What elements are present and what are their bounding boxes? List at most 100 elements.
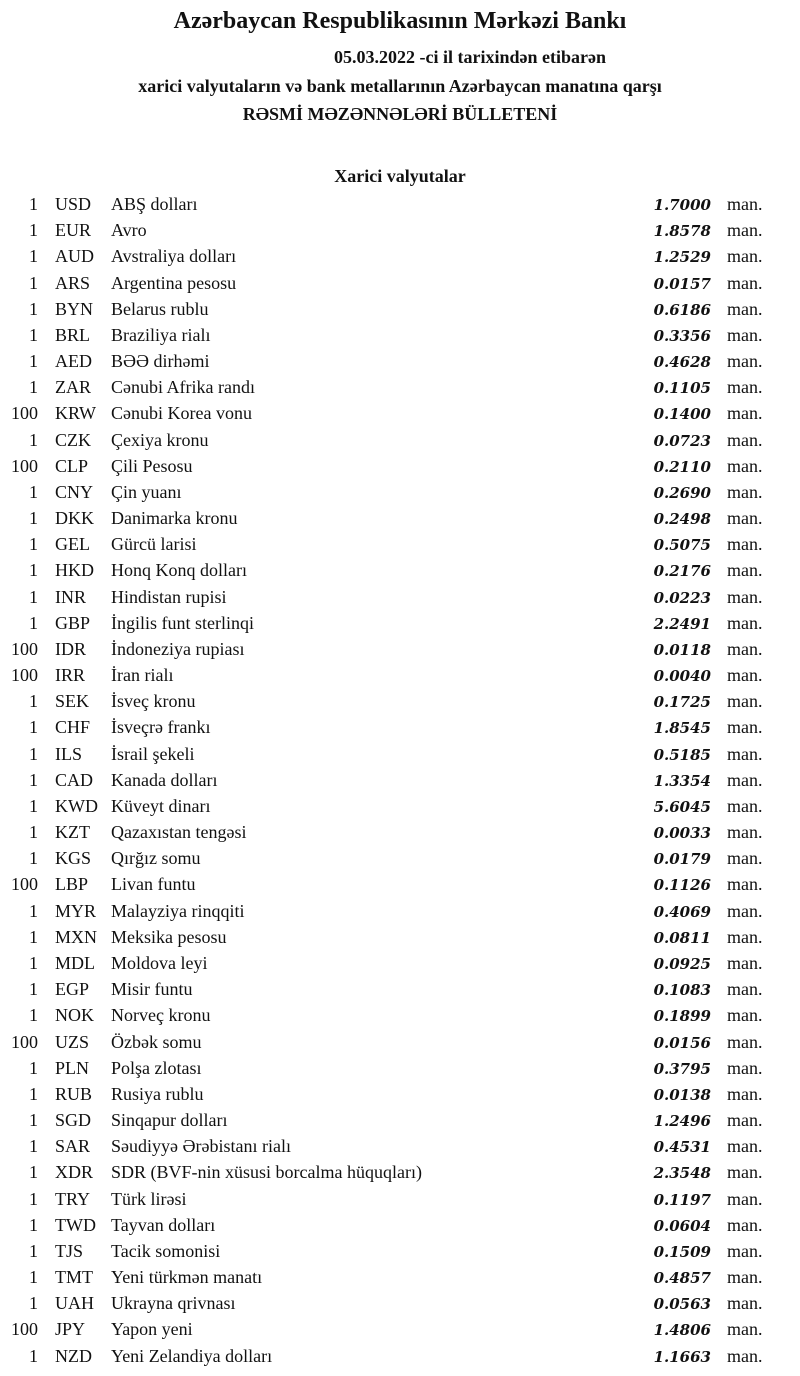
currency-name: Yapon yeni xyxy=(111,1319,193,1340)
section-title: Xarici valyutalar xyxy=(334,166,466,186)
rate-value: 0.0811 xyxy=(653,928,711,947)
rates-table: 1 USD ABŞ dolları 1.7000 man. 1 EUR Avro 1.8578 m… xyxy=(0,193,800,1371)
currency-code: HKD xyxy=(55,560,94,581)
quantity: 1 xyxy=(29,351,38,372)
rate-value: 0.4069 xyxy=(653,902,711,921)
currency-name: ABŞ dolları xyxy=(111,194,198,214)
quantity: 1 xyxy=(29,298,38,319)
currency-name: İsrail şekeli xyxy=(111,743,195,764)
currency-code: KZT xyxy=(55,822,90,843)
rate-row: 1 USD ABŞ dolları 1.7000 man. xyxy=(0,193,800,219)
rate-row: 1 AUD Avstraliya dolları 1.2529 man. xyxy=(0,245,800,271)
currency-name: İran rialı xyxy=(111,665,174,686)
rate-row: 1 SAR Səudiyyə Ərəbistanı rialı 0.4531 man. xyxy=(0,1135,800,1161)
quantity: 1 xyxy=(29,1345,38,1366)
rate-row: 1 NOK Norveç kronu 0.1899 man. xyxy=(0,1004,800,1030)
currency-name: Misir funtu xyxy=(111,979,193,1000)
unit-label: man. xyxy=(727,403,763,424)
currency-code: INR xyxy=(55,586,86,607)
quantity: 1 xyxy=(29,900,38,921)
unit-label: man. xyxy=(727,691,763,712)
rate-value: 0.2110 xyxy=(653,457,711,476)
currency-code: BRL xyxy=(55,324,91,345)
quantity: 1 xyxy=(29,1110,38,1131)
currency-name: Avro xyxy=(111,220,147,241)
rate-value: 0.0118 xyxy=(653,640,711,659)
unit-label: man. xyxy=(727,795,763,816)
currency-name: Meksika pesosu xyxy=(111,926,227,947)
quantity: 1 xyxy=(29,848,38,869)
currency-code: MYR xyxy=(55,900,97,921)
rate-value: 0.2690 xyxy=(653,483,711,502)
rate-row: 100 CLP Çili Pesosu 0.2110 man. xyxy=(0,455,800,481)
unit-label: man. xyxy=(727,508,763,529)
rate-row: 1 INR Hindistan rupisi 0.0223 man. xyxy=(0,586,800,612)
unit-label: man. xyxy=(727,1345,763,1366)
rate-row: 1 HKD Honq Konq dolları 0.2176 man. xyxy=(0,559,800,585)
quantity: 1 xyxy=(29,1005,38,1026)
rate-value: 0.1400 xyxy=(653,405,711,424)
currency-code: BYN xyxy=(55,298,94,319)
rate-row: 1 AED BƏƏ dirhəmi 0.4628 man. xyxy=(0,350,800,376)
unit-label: man. xyxy=(727,324,763,345)
currency-name: Qazaxıstan tengəsi xyxy=(111,822,247,843)
unit-label: man. xyxy=(727,481,763,502)
quantity: 1 xyxy=(29,717,38,738)
currency-name: İsveçrə frankı xyxy=(111,717,211,738)
rate-value: 0.4531 xyxy=(653,1138,711,1157)
quantity: 100 xyxy=(11,1319,38,1340)
unit-label: man. xyxy=(727,351,763,372)
rate-value: 0.1083 xyxy=(653,981,711,1000)
currency-code: ARS xyxy=(55,272,91,293)
rate-value: 1.1663 xyxy=(653,1347,711,1366)
currency-name: İsveç kronu xyxy=(111,691,196,712)
rate-value: 1.2496 xyxy=(653,1112,711,1131)
currency-code: SGD xyxy=(55,1110,92,1131)
unit-label: man. xyxy=(727,638,763,659)
currency-code: XDR xyxy=(55,1162,94,1183)
currency-code: PLN xyxy=(55,1057,90,1078)
rate-row: 1 CZK Çexiya kronu 0.0723 man. xyxy=(0,429,800,455)
rate-row: 1 CNY Çin yuanı 0.2690 man. xyxy=(0,481,800,507)
currency-name: Moldova leyi xyxy=(111,952,208,973)
rate-row: 1 EGP Misir funtu 0.1083 man. xyxy=(0,978,800,1004)
currency-code: CAD xyxy=(55,769,94,790)
currency-code: USD xyxy=(55,194,92,214)
rate-row: 1 MXN Meksika pesosu 0.0811 man. xyxy=(0,926,800,952)
currency-code: UAH xyxy=(55,1293,94,1314)
rate-value: 0.4857 xyxy=(653,1269,711,1288)
quantity: 100 xyxy=(11,1031,38,1052)
unit-label: man. xyxy=(727,534,763,555)
unit-label: man. xyxy=(727,1214,763,1235)
rate-value: 0.3356 xyxy=(653,326,711,345)
currency-name: Səudiyyə Ərəbistanı rialı xyxy=(111,1136,291,1157)
currency-code: DKK xyxy=(55,508,94,529)
quantity: 1 xyxy=(29,220,38,241)
rate-value: 1.3354 xyxy=(653,771,711,790)
currency-code: TWD xyxy=(55,1214,96,1235)
unit-label: man. xyxy=(727,1293,763,1314)
unit-label: man. xyxy=(727,926,763,947)
rate-value: 0.0156 xyxy=(653,1033,711,1052)
currency-name: Cənubi Afrika randı xyxy=(111,377,255,398)
currency-code: TJS xyxy=(55,1240,84,1261)
rate-row: 1 CAD Kanada dolları 1.3354 man. xyxy=(0,769,800,795)
currency-name: Gürcü larisi xyxy=(111,534,197,555)
rate-row: 1 GBP İngilis funt sterlinqi 2.2491 man. xyxy=(0,612,800,638)
quantity: 1 xyxy=(29,508,38,529)
rate-value: 2.3548 xyxy=(653,1164,711,1183)
quantity: 1 xyxy=(29,481,38,502)
currency-name: Argentina pesosu xyxy=(111,272,237,293)
rate-row: 1 XDR SDR (BVF-nin xüsusi borcalma hüquqla… xyxy=(0,1161,800,1187)
currency-name: Tacik somonisi xyxy=(111,1240,221,1261)
rate-row: 1 SEK İsveç kronu 0.1725 man. xyxy=(0,690,800,716)
currency-code: NOK xyxy=(55,1005,94,1026)
rate-row: 100 JPY Yapon yeni 1.4806 man. xyxy=(0,1318,800,1344)
rate-value: 1.8578 xyxy=(653,222,711,241)
rate-value: 0.0604 xyxy=(653,1216,711,1235)
rate-row: 1 ZAR Cənubi Afrika randı 0.1105 man. xyxy=(0,376,800,402)
quantity: 1 xyxy=(29,1188,38,1209)
currency-name: Çili Pesosu xyxy=(111,455,193,476)
currency-name: İndoneziya rupiası xyxy=(111,638,245,659)
rate-row: 1 TJS Tacik somonisi 0.1509 man. xyxy=(0,1240,800,1266)
